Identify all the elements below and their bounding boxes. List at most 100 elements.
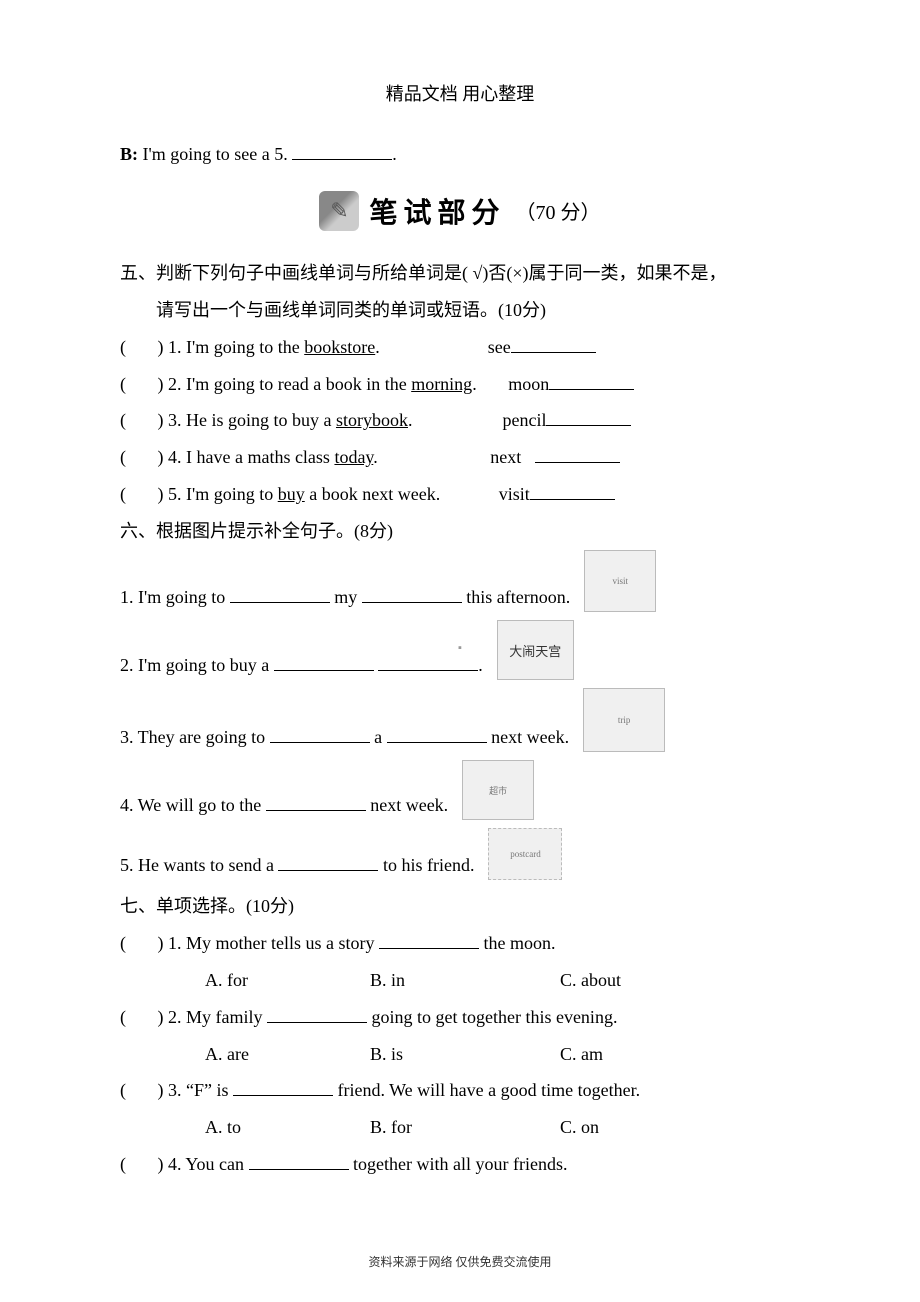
prelude-text-post: .	[392, 144, 397, 164]
s7-q1-b: the moon.	[479, 933, 556, 953]
s6-q2-c: .	[478, 655, 483, 675]
s6-q3-blank2[interactable]	[387, 724, 487, 743]
s5-2-u: morning	[411, 374, 472, 394]
s6-q1: 1. I'm going to my this afternoon.	[120, 583, 570, 612]
s6-q4: 4. We will go to the next week.	[120, 791, 448, 820]
s5-5-gap	[440, 484, 499, 504]
s7-q4: ( ) 4. You can together with all your fr…	[120, 1146, 800, 1183]
s6-row-3: 3. They are going to a next week. trip	[120, 688, 800, 752]
s5-5-post: a book next week.	[305, 484, 440, 504]
s5-3-word: pencil	[502, 410, 546, 430]
s7-q1: ( ) 1. My mother tells us a story the mo…	[120, 925, 800, 962]
s7-q2-B: B. is	[370, 1036, 560, 1073]
s6-q4-blank[interactable]	[266, 792, 366, 811]
header-text: 精品文档 用心整理	[120, 80, 800, 106]
s5-5-u: buy	[278, 484, 305, 504]
s7-q4-b: together with all your friends.	[349, 1154, 568, 1174]
s5-5-word: visit	[499, 484, 530, 504]
footer-text: 资料来源于网络 仅供免费交流使用	[0, 1253, 920, 1270]
s6-q5-a: 5. He wants to send a	[120, 855, 278, 875]
section6-title: 六、根据图片提示补全句子。(8分)	[120, 513, 800, 550]
prelude-b-label: B:	[120, 144, 138, 164]
s5-2-pre: ( ) 2. I'm going to read a book in the	[120, 374, 411, 394]
s6-img-1: visit	[584, 550, 656, 612]
section5-title2: 请写出一个与画线单词同类的单词或短语。(10分)	[120, 292, 800, 329]
s5-1-pre: ( ) 1. I'm going to the	[120, 337, 304, 357]
s6-q5-blank[interactable]	[278, 852, 378, 871]
s7-q2-C: C. am	[560, 1036, 603, 1073]
s7-q1-a: ( ) 1. My mother tells us a story	[120, 933, 379, 953]
s6-q5: 5. He wants to send a to his friend.	[120, 851, 474, 880]
s6-img-4: 超市	[462, 760, 534, 820]
s5-5-blank[interactable]	[530, 481, 615, 500]
s5-1-gap	[380, 337, 488, 357]
s5-1-blank[interactable]	[511, 334, 596, 353]
s6-img-3: trip	[583, 688, 665, 752]
s6-q1-b: my	[330, 587, 362, 607]
s6-q4-a: 4. We will go to the	[120, 795, 266, 815]
s6-q2-blank1[interactable]	[274, 652, 374, 671]
s6-q4-b: next week.	[366, 795, 448, 815]
s6-row-1: 1. I'm going to my this afternoon. visit	[120, 550, 800, 612]
s5-4-pre: ( ) 4. I have a maths class	[120, 447, 334, 467]
s7-q3-a: ( ) 3. “F” is	[120, 1080, 233, 1100]
section-banner: ✎ 笔试部分 （70 分）	[120, 191, 800, 231]
s5-item-2: ( ) 2. I'm going to read a book in the m…	[120, 366, 800, 403]
s6-q3: 3. They are going to a next week.	[120, 723, 569, 752]
s7-q2: ( ) 2. My family going to get together t…	[120, 999, 800, 1036]
s5-2-gap	[477, 374, 509, 394]
s5-1-word: see	[488, 337, 511, 357]
s5-item-4: ( ) 4. I have a maths class today. next	[120, 439, 800, 476]
prelude-text-pre: I'm going to see a 5.	[138, 144, 292, 164]
s7-q2-a: ( ) 2. My family	[120, 1007, 267, 1027]
s5-4-space	[521, 447, 535, 467]
s7-q3-A: A. to	[205, 1109, 370, 1146]
s6-q1-c: this afternoon.	[462, 587, 570, 607]
s5-4-gap	[378, 447, 491, 467]
s6-q2-a: 2. I'm going to buy a	[120, 655, 274, 675]
s6-q1-blank2[interactable]	[362, 584, 462, 603]
s7-q3-B: B. for	[370, 1109, 560, 1146]
s5-4-blank[interactable]	[535, 444, 620, 463]
s6-q3-c: next week.	[487, 727, 569, 747]
s7-q1-C: C. about	[560, 962, 621, 999]
s5-3-blank[interactable]	[546, 407, 631, 426]
s7-q3-blank[interactable]	[233, 1077, 333, 1096]
section5-title: 五、判断下列句子中画线单词与所给单词是( √)否(×)属于同一类，如果不是，	[120, 255, 800, 292]
s7-q2-A: A. are	[205, 1036, 370, 1073]
s5-5-pre: ( ) 5. I'm going to	[120, 484, 278, 504]
s6-q1-a: 1. I'm going to	[120, 587, 230, 607]
s7-q2-opts: A. areB. isC. am	[120, 1036, 800, 1073]
section7-title: 七、单项选择。(10分)	[120, 888, 800, 925]
s5-4-u: today	[334, 447, 373, 467]
s5-item-5: ( ) 5. I'm going to buy a book next week…	[120, 476, 800, 513]
s5-3-pre: ( ) 3. He is going to buy a	[120, 410, 336, 430]
s7-q2-b: going to get together this evening.	[367, 1007, 617, 1027]
s7-q2-blank[interactable]	[267, 1004, 367, 1023]
s7-q1-opts: A. forB. inC. about	[120, 962, 800, 999]
s6-row-4: 4. We will go to the next week. 超市	[120, 760, 800, 820]
s7-q1-A: A. for	[205, 962, 370, 999]
s6-q3-blank1[interactable]	[270, 724, 370, 743]
s6-q1-blank1[interactable]	[230, 584, 330, 603]
s6-q3-a: 3. They are going to	[120, 727, 270, 747]
banner-title: 笔试部分	[369, 191, 505, 231]
s6-row-5: 5. He wants to send a to his friend. pos…	[120, 828, 800, 880]
s7-q3-C: C. on	[560, 1109, 599, 1146]
s6-q2-blank2[interactable]	[378, 652, 478, 671]
page: 精品文档 用心整理 B: I'm going to see a 5. . ✎ 笔…	[0, 0, 920, 1302]
page-indicator: ▪	[0, 642, 920, 654]
s7-q3: ( ) 3. “F” is friend. We will have a goo…	[120, 1072, 800, 1109]
s6-q3-b: a	[370, 727, 387, 747]
banner-score: （70 分）	[516, 196, 601, 225]
prelude-blank[interactable]	[292, 141, 392, 160]
s6-q5-b: to his friend.	[378, 855, 474, 875]
s7-q3-opts: A. toB. forC. on	[120, 1109, 800, 1146]
s7-q1-blank[interactable]	[379, 930, 479, 949]
s5-2-blank[interactable]	[549, 371, 634, 390]
s7-q4-blank[interactable]	[249, 1151, 349, 1170]
s7-q1-B: B. in	[370, 962, 560, 999]
s5-4-word: next	[490, 447, 521, 467]
s7-q3-b: friend. We will have a good time togethe…	[333, 1080, 640, 1100]
prelude-line: B: I'm going to see a 5. .	[120, 136, 800, 173]
